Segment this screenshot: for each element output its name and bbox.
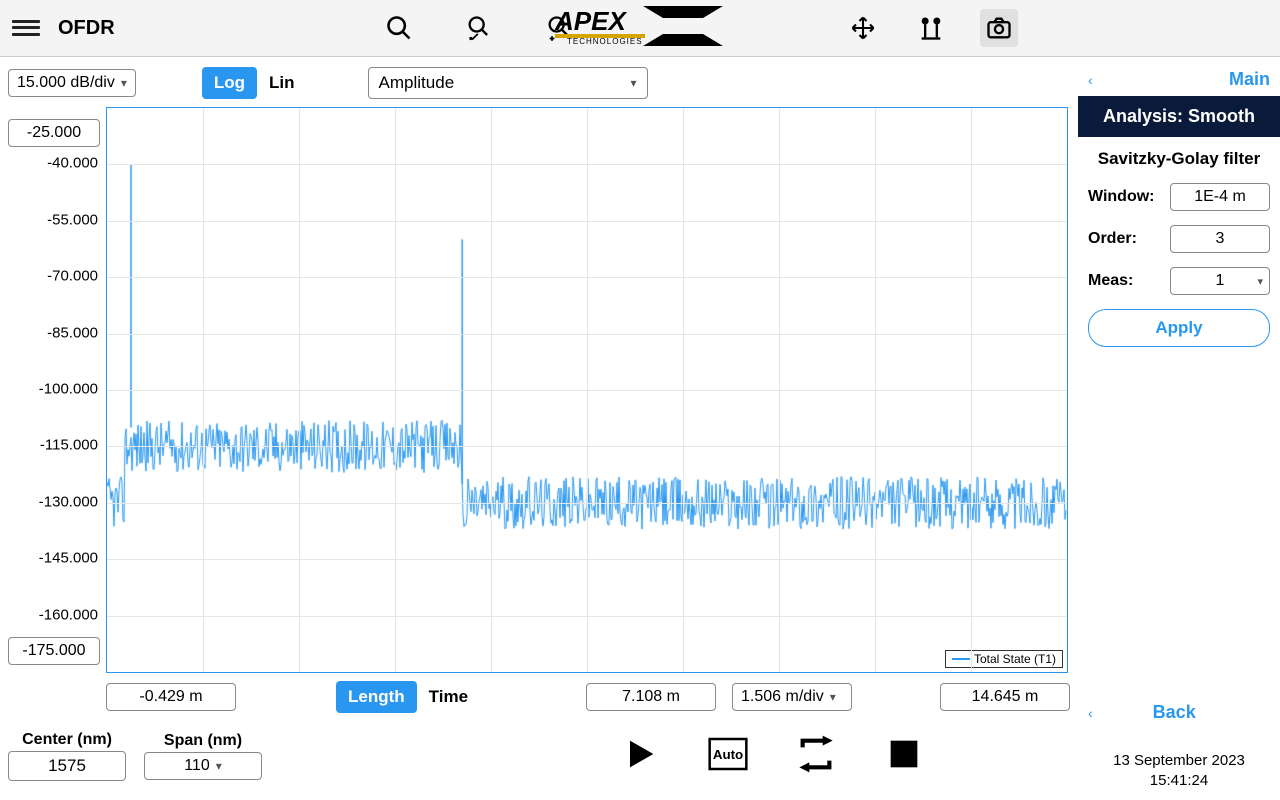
svg-text:Auto: Auto xyxy=(713,747,743,762)
panel-title: Analysis: Smooth xyxy=(1078,96,1280,137)
brand-logo: APEX TECHNOLOGIES xyxy=(555,6,725,51)
apply-button[interactable]: Apply xyxy=(1088,309,1270,347)
measure-type-select[interactable]: Amplitude xyxy=(368,67,648,99)
window-label: Window: xyxy=(1088,188,1155,206)
zoom-y-icon[interactable] xyxy=(460,9,498,47)
span-label: Span (nm) xyxy=(164,732,242,750)
main-link[interactable]: Main xyxy=(1229,69,1270,90)
chevron-left-icon[interactable]: ‹ xyxy=(1088,705,1093,721)
svg-text:APEX: APEX xyxy=(555,6,627,36)
y-tick-label: -115.000 xyxy=(40,437,98,454)
y-tick-label: -160.000 xyxy=(39,606,98,623)
lin-toggle[interactable]: Lin xyxy=(257,67,307,99)
window-input[interactable]: 1E-4 m xyxy=(1170,183,1270,211)
chevron-left-icon[interactable]: ‹ xyxy=(1088,72,1093,88)
y-tick-label: -130.000 xyxy=(39,493,98,510)
y-tick-label: -40.000 xyxy=(47,155,98,172)
camera-icon[interactable] xyxy=(980,9,1018,47)
center-label: Center (nm) xyxy=(22,731,112,749)
order-label: Order: xyxy=(1088,230,1137,248)
app-title: OFDR xyxy=(58,17,115,40)
panel-subtitle: Savitzky-Golay filter xyxy=(1088,149,1270,169)
stop-button[interactable] xyxy=(884,734,924,779)
play-button[interactable] xyxy=(620,734,660,779)
x-max-input[interactable]: 14.645 m xyxy=(940,683,1070,711)
back-link[interactable]: Back xyxy=(1153,702,1196,723)
auto-button[interactable]: Auto xyxy=(708,734,748,779)
menu-icon[interactable] xyxy=(12,14,40,42)
svg-text:TECHNOLOGIES: TECHNOLOGIES xyxy=(567,37,643,46)
y-tick-label: -100.000 xyxy=(39,381,98,398)
time-toggle[interactable]: Time xyxy=(417,681,480,713)
y-tick-label: -85.000 xyxy=(47,324,98,341)
order-input[interactable]: 3 xyxy=(1170,225,1270,253)
meas-select[interactable]: 1 xyxy=(1170,267,1270,295)
meas-label: Meas: xyxy=(1088,272,1133,290)
center-input[interactable]: 1575 xyxy=(8,751,126,781)
x-center-input[interactable]: 7.108 m xyxy=(586,683,716,711)
x-min-input[interactable]: -0.429 m xyxy=(106,683,236,711)
length-toggle[interactable]: Length xyxy=(336,681,417,713)
chart-plot[interactable]: Total State (T1) xyxy=(106,107,1068,673)
y-tick-label: -55.000 xyxy=(47,211,98,228)
span-select[interactable]: 110 xyxy=(144,752,262,780)
log-toggle[interactable]: Log xyxy=(202,67,257,99)
timestamp: 13 September 2023 15:41:24 xyxy=(1088,751,1270,790)
y-tick-label: -70.000 xyxy=(47,268,98,285)
chart-legend: Total State (T1) xyxy=(945,650,1063,668)
measure-type-label: Amplitude xyxy=(379,73,455,93)
repeat-button[interactable] xyxy=(796,734,836,779)
x-scale-select[interactable]: 1.506 m/div xyxy=(732,683,852,711)
markers-icon[interactable] xyxy=(912,9,950,47)
pan-icon[interactable] xyxy=(844,9,882,47)
y-tick-label: -145.000 xyxy=(39,550,98,567)
legend-label: Total State (T1) xyxy=(974,652,1056,666)
zoom-icon[interactable] xyxy=(380,9,418,47)
scale-select[interactable]: 15.000 dB/div xyxy=(8,69,136,97)
